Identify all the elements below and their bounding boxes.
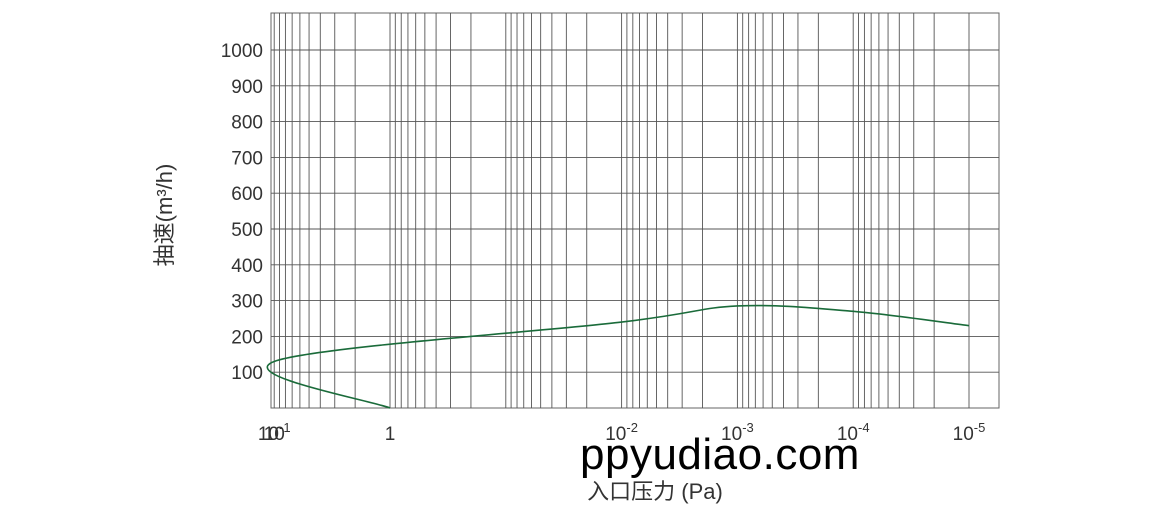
watermark: ppyudiao.com — [580, 430, 860, 479]
data-point — [273, 361, 275, 363]
y-axis-label: 抽速(m³/h) — [152, 163, 177, 267]
y-tick-label: 900 — [231, 77, 263, 98]
data-point — [621, 321, 623, 323]
y-tick-label: 800 — [231, 113, 263, 134]
y-tick-label: 600 — [231, 184, 263, 205]
x-tick-label: 10-3 — [721, 420, 754, 445]
x-tick-label: 10-5 — [953, 420, 986, 445]
grid — [270, 12, 1000, 409]
x-tick-label: 1 — [385, 424, 396, 445]
y-tick-label: 200 — [231, 327, 263, 348]
plot-frame — [270, 12, 1000, 409]
y-tick-label: 300 — [231, 292, 263, 313]
y-tick-label: 100 — [231, 363, 263, 384]
y-tick-label: 700 — [231, 148, 263, 169]
data-point — [389, 407, 391, 409]
series-line — [266, 304, 970, 409]
data-point — [737, 305, 739, 307]
y-tick-labels: 100 200 300 400 500 600 700 800 900 1000 — [221, 41, 263, 384]
x-tick-labels: 10-1 1 10 10-2 10-3 10-4 10-5 — [258, 420, 986, 445]
x-tick-label: 10-1 — [258, 420, 291, 445]
x-tick-label: 10 — [264, 424, 285, 445]
y-tick-label: 400 — [231, 256, 263, 277]
y-tick-label: 500 — [231, 220, 263, 241]
x-tick-label: 10-4 — [837, 420, 870, 445]
y-tick-label: 1000 — [221, 41, 263, 62]
data-point — [852, 311, 854, 313]
x-tick-label: 10-2 — [605, 420, 638, 445]
series — [266, 304, 970, 409]
data-point — [968, 325, 970, 327]
